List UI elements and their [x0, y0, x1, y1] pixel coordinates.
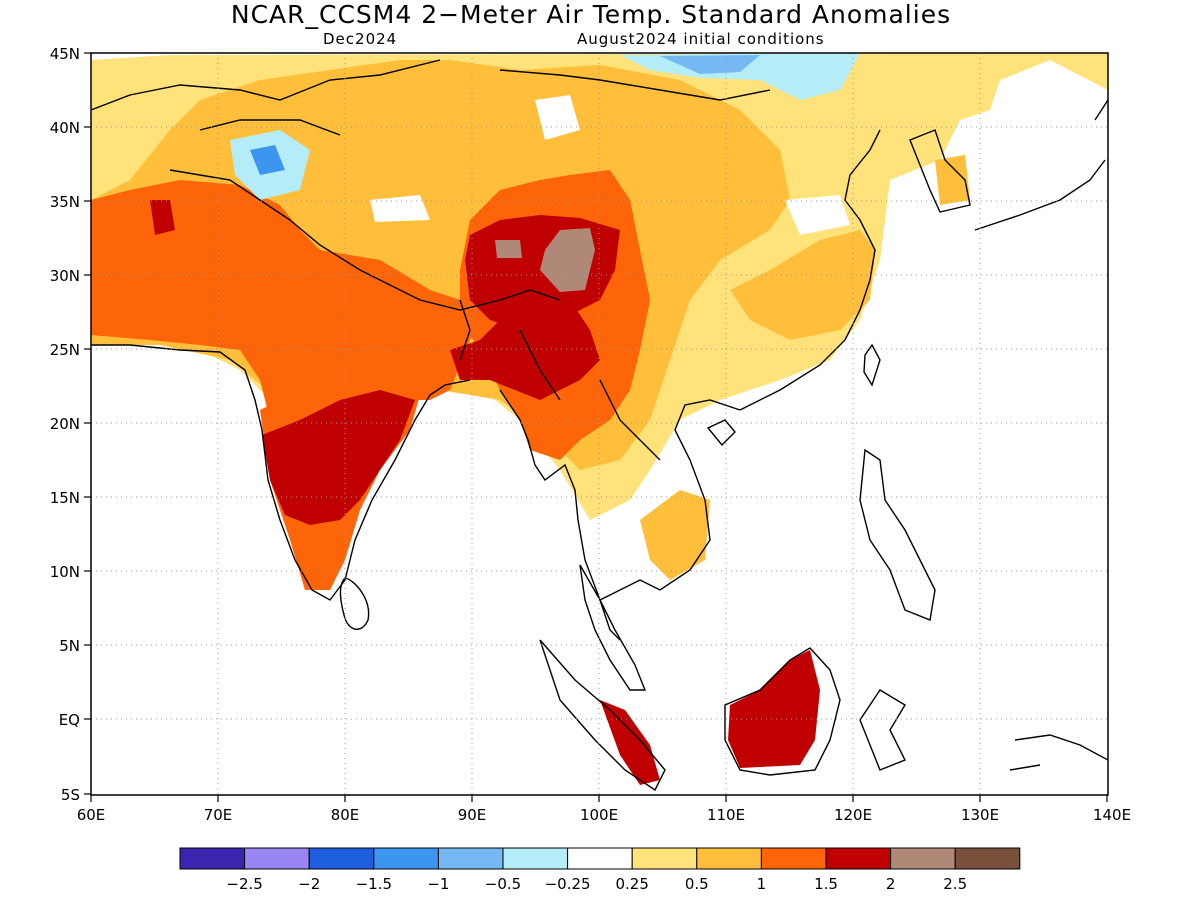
lat-label: 5S [61, 786, 80, 804]
graticule [91, 53, 1108, 795]
lat-label: 10N [50, 563, 80, 581]
colorbar-label: −2.5 [226, 875, 262, 893]
lat-label: 20N [50, 415, 80, 433]
lon-labels: 60E 70E 80E 90E 100E 110E 120E 130E 140E [77, 806, 1131, 824]
coastline-india [91, 344, 471, 601]
coastline-hainan [706, 419, 736, 447]
coastline-sulawesi [859, 689, 906, 771]
coastline-sri-lanka [339, 577, 370, 630]
coastline-japan [974, 99, 1108, 231]
colorbar-swatch [631, 847, 698, 870]
coastline-sumatra [539, 639, 666, 792]
colorbar-swatch [244, 847, 310, 870]
colorbar-swatch [437, 847, 504, 870]
lon-label: 70E [204, 806, 233, 824]
colorbar-swatch [696, 847, 762, 870]
colorbar-label: 0.5 [685, 875, 709, 893]
tick-marks [84, 52, 1108, 802]
anomaly-region-brown-gray-a [495, 240, 522, 258]
lon-label: 60E [77, 806, 106, 824]
colorbar-label: −0.5 [485, 875, 521, 893]
anomaly-region-brown-gray-b [540, 228, 595, 292]
lon-label: 140E [1093, 806, 1131, 824]
lon-label: 80E [331, 806, 360, 824]
coastline-korea [909, 129, 971, 213]
anomaly-region-dark-red-west [150, 200, 175, 235]
colorbar-label: −1.5 [356, 875, 392, 893]
colorbar-label: −0.25 [545, 875, 591, 893]
colorbar [179, 847, 1021, 870]
lon-label: 120E [834, 806, 872, 824]
colorbar-swatch [825, 847, 892, 870]
colorbar-label: 0.25 [615, 875, 648, 893]
anomaly-region-blue-west [250, 145, 285, 175]
lat-label: 35N [50, 193, 80, 211]
anomaly-fill-layer [91, 53, 1108, 785]
map-title: NCAR_CCSM4 2−Meter Air Temp. Standard An… [230, 0, 952, 29]
anomaly-region-light-orange-korea [935, 155, 970, 205]
lat-label: 25N [50, 341, 80, 359]
colorbar-label: −1 [427, 875, 449, 893]
colorbar-swatch [179, 847, 246, 870]
init-conditions: August2024 initial conditions [577, 30, 825, 48]
coastline-indochina [499, 389, 741, 641]
lat-labels: 45N 40N 35N 30N 25N 20N 15N 10N 5N EQ 5S [50, 45, 80, 804]
colorbar-label: −2 [298, 875, 320, 893]
lat-label: 15N [50, 489, 80, 507]
anomaly-region-white-a [535, 95, 580, 140]
colorbar-swatch [760, 847, 827, 870]
anomaly-region-white-b [370, 195, 430, 222]
anomaly-region-dark-red-sumatra [600, 700, 660, 785]
coastlines [91, 59, 1108, 792]
coastline-new-guinea [1009, 734, 1108, 771]
colorbar-swatch [308, 847, 375, 870]
coastline-china-east [739, 129, 881, 411]
colorbar-labels: −2.5 −2 −1.5 −1 −0.5 −0.25 0.25 0.5 1 1.5 2 2.5 [226, 875, 967, 893]
valid-month: Dec2024 [323, 30, 398, 48]
anomaly-region-white-c [785, 195, 850, 235]
anomaly-region-dark-red-india [262, 390, 415, 525]
lat-label: 30N [50, 267, 80, 285]
coastline-philippines [859, 448, 936, 621]
lon-label: 100E [580, 806, 618, 824]
colorbar-swatch [502, 847, 569, 870]
colorbar-swatch [373, 847, 439, 870]
lat-label: 40N [50, 119, 80, 137]
lon-label: 110E [707, 806, 745, 824]
country-borders [91, 59, 771, 461]
coastline-borneo [724, 647, 841, 776]
anomaly-region-light-blue [660, 55, 760, 74]
lat-label: 45N [50, 45, 80, 63]
colorbar-swatch [567, 847, 633, 870]
anomaly-region-light-orange-east [730, 230, 875, 340]
coastline-malaya [579, 564, 647, 691]
anomaly-region-dark-red-myanmar [450, 290, 600, 400]
anomaly-region-light-orange-indochina [640, 490, 710, 580]
colorbar-swatch [890, 847, 956, 870]
anomaly-region-orange-west [91, 180, 480, 420]
colorbar-label: 2 [886, 875, 896, 893]
lat-label: EQ [59, 711, 80, 729]
coastline-taiwan [863, 343, 881, 387]
colorbar-swatch [954, 847, 1021, 870]
colorbar-label: 1 [757, 875, 767, 893]
colorbar-label: 1.5 [814, 875, 838, 893]
anomaly-region-dark-red-borneo [728, 650, 820, 768]
lat-label: 5N [59, 637, 80, 655]
lon-label: 130E [961, 806, 999, 824]
lon-label: 90E [458, 806, 487, 824]
colorbar-label: 2.5 [943, 875, 967, 893]
